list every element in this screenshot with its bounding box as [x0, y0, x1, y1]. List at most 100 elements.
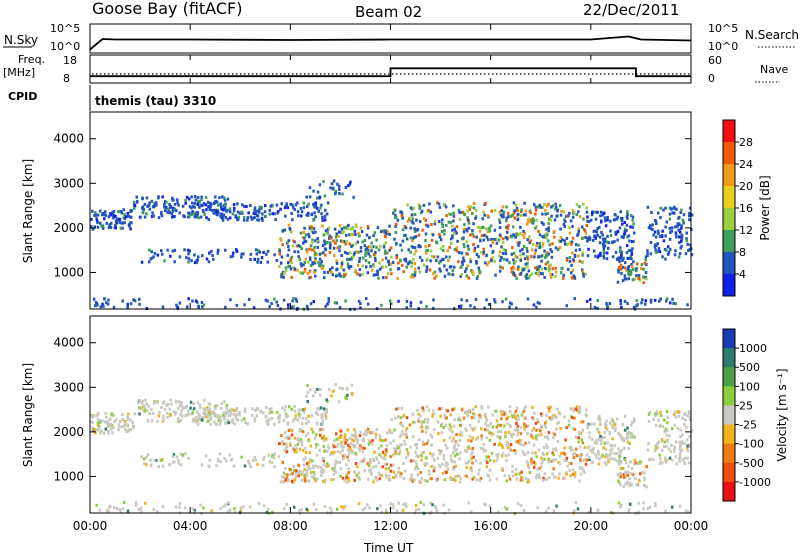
echo-cell [334, 462, 337, 466]
echo-cell [657, 232, 660, 236]
echo-cell [251, 458, 255, 462]
echo-cell [530, 457, 533, 461]
echo-cell [129, 418, 132, 422]
echo-cell [405, 448, 409, 452]
echo-cell [524, 441, 527, 445]
echo-cell [500, 443, 503, 447]
echo-cell [485, 465, 489, 469]
echo-cell [267, 418, 271, 422]
echo-cell [483, 412, 487, 416]
echo-cell [495, 458, 499, 462]
echo-cell [687, 443, 691, 447]
echo-cell [665, 429, 669, 432]
echo-cell [443, 274, 447, 278]
echo-cell [575, 405, 579, 409]
echo-cell [569, 407, 572, 411]
echo-cell [554, 447, 558, 451]
echo-cell [493, 298, 496, 302]
echo-cell [441, 225, 444, 228]
echo-cell [501, 266, 504, 270]
echo-cell [209, 203, 213, 207]
echo-cell [151, 256, 154, 260]
echo-cell [533, 411, 536, 415]
echo-cell [578, 405, 582, 409]
echo-cell [233, 206, 236, 210]
echo-cell [626, 216, 629, 220]
echo-cell [448, 427, 451, 431]
echo-cell [347, 467, 350, 471]
echo-cell [660, 438, 664, 442]
echo-cell [571, 215, 575, 219]
echo-cell [630, 263, 633, 266]
echo-cell [118, 217, 122, 221]
echo-cell [384, 438, 387, 442]
echo-cell [536, 467, 539, 471]
echo-cell [559, 239, 562, 243]
echo-cell [422, 503, 426, 507]
echo-cell [405, 416, 409, 420]
echo-cell [138, 302, 141, 306]
echo-cell [364, 429, 367, 433]
echo-cell [451, 228, 454, 232]
echo-cell [351, 438, 354, 442]
echo-cell [544, 425, 547, 429]
echo-cell [661, 229, 664, 233]
echo-cell [613, 451, 616, 455]
echo-cell [150, 407, 153, 411]
echo-cell [631, 473, 635, 477]
echo-cell [123, 423, 126, 427]
echo-cell [620, 503, 623, 507]
echo-cell [688, 206, 692, 210]
echo-cell [321, 217, 324, 221]
echo-cell [224, 503, 227, 507]
echo-cell [485, 417, 488, 421]
echo-cell [605, 452, 608, 456]
echo-cell [590, 422, 593, 426]
echo-cell [631, 218, 634, 222]
echo-cell [577, 440, 580, 444]
echo-cell [442, 454, 446, 458]
echo-cell [411, 217, 414, 221]
echo-cell [673, 412, 676, 416]
echo-cell [471, 428, 475, 432]
echo-cell [98, 420, 102, 424]
echo-cell [508, 446, 512, 450]
echo-cell [286, 253, 289, 257]
echo-cell [266, 299, 269, 303]
colorbar-swatch [723, 405, 735, 426]
echo-cell [108, 424, 111, 427]
echo-cell [558, 204, 562, 208]
echo-cell [95, 218, 99, 222]
echo-cell [465, 299, 469, 303]
echo-cell [630, 240, 634, 243]
echo-cell [504, 454, 508, 458]
echo-cell [536, 506, 539, 509]
echo-cell [511, 213, 514, 217]
echo-cell [559, 227, 562, 231]
echo-cell [342, 275, 345, 279]
echo-cell [514, 235, 517, 239]
echo-cell [372, 457, 375, 461]
echo-cell [325, 411, 328, 414]
echo-cell [110, 221, 113, 225]
echo-cell [219, 416, 222, 420]
echo-cell [173, 208, 176, 212]
echo-cell [287, 429, 291, 432]
echo-cell [558, 412, 562, 416]
echo-cell [417, 417, 420, 421]
echo-cell [285, 269, 288, 273]
echo-cell [198, 403, 202, 407]
echo-cell [473, 202, 476, 205]
echo-cell [195, 410, 199, 414]
echo-cell [622, 439, 626, 443]
echo-cell [659, 297, 662, 301]
echo-cell [599, 418, 602, 422]
echo-cell [546, 446, 549, 450]
echo-cell [586, 426, 590, 430]
echo-cell [187, 456, 190, 460]
echo-cell [623, 458, 627, 462]
echo-cell [483, 306, 486, 310]
echo-cell [514, 255, 517, 258]
echo-cell [627, 508, 631, 512]
echo-cell [274, 218, 277, 221]
